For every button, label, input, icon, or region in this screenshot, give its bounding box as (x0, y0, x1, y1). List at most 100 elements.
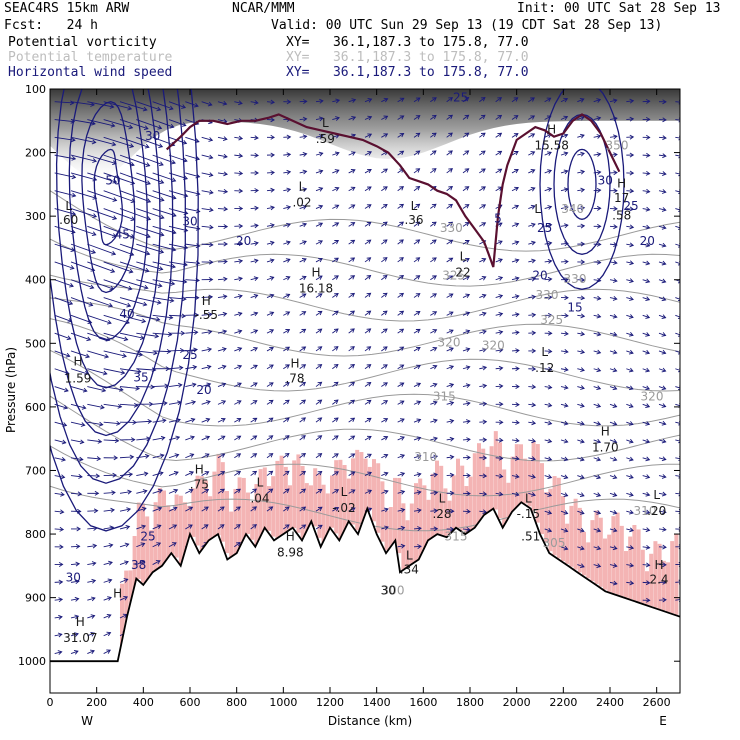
wind-vector (642, 278, 651, 284)
isentrope-label: 330 (440, 221, 463, 235)
wind-vector-head (530, 204, 536, 210)
wind-vector-head (89, 284, 95, 290)
wind-vector (577, 295, 586, 301)
wind-vector-shaft (560, 332, 569, 335)
wind-vector-head (400, 436, 405, 441)
wind-vector (397, 346, 405, 352)
x-tick-label: 400 (133, 696, 154, 709)
wind-vector (217, 329, 228, 335)
moisture-shading (367, 466, 372, 510)
wind-vector-head (399, 364, 405, 369)
wind-vector (283, 329, 291, 334)
wind-vector-shaft (479, 510, 487, 513)
wind-vector (348, 346, 355, 352)
moisture-shading (573, 498, 578, 570)
wind-vector (185, 417, 196, 423)
wind-vector-head (334, 507, 340, 512)
wind-vector-shaft (413, 168, 420, 174)
wind-vector-shaft (577, 152, 585, 156)
wind-vector (609, 116, 618, 122)
wind-vector (430, 257, 437, 263)
wind-vector-head (547, 294, 553, 300)
wind-vector (70, 596, 80, 602)
pv-extremum-label: .78 (285, 372, 304, 386)
wind-vector (103, 455, 119, 461)
wind-vector-head (645, 349, 651, 355)
wind-vector-shaft (364, 151, 372, 156)
wind-vector (283, 99, 292, 105)
wind-vector-head (415, 257, 421, 262)
wind-vector-head (285, 293, 291, 299)
wind-vector-head (82, 387, 88, 393)
wind-vector-shaft (315, 399, 322, 405)
wind-vector-head (530, 97, 535, 102)
wind-vector-shaft (560, 492, 568, 497)
wind-vector (234, 276, 243, 282)
wind-vector-shaft (430, 383, 437, 387)
wind-vector-head (81, 404, 87, 410)
wind-vector (348, 186, 356, 192)
wind-vector-shaft (250, 136, 259, 139)
wind-vector (283, 311, 291, 316)
wind-vector-head (90, 596, 96, 602)
wind-vector-head (168, 314, 174, 320)
wind-vector (381, 186, 388, 192)
wind-vector (201, 471, 210, 476)
wind-vector-shaft (348, 417, 355, 423)
wind-vector-head (318, 275, 323, 280)
wind-vector-shaft (119, 456, 134, 459)
wind-vector-shaft (217, 278, 227, 281)
moisture-shading (430, 473, 435, 539)
wind-vector (201, 101, 213, 107)
wind-vector (136, 314, 161, 322)
wind-vector (658, 171, 667, 177)
wind-vector-head (433, 454, 439, 460)
wind-vector-shaft (185, 489, 193, 494)
wind-vector (70, 456, 84, 462)
wind-vector-head (220, 417, 226, 423)
wind-vector (397, 150, 405, 156)
wind-vector-shaft (70, 386, 87, 392)
wind-vector-head (432, 293, 437, 298)
wind-vector-head (366, 274, 372, 280)
wind-vector-head (171, 212, 177, 218)
wind-vector-shaft (168, 489, 178, 494)
wind-vector-head (366, 364, 372, 369)
wind-vector (413, 382, 422, 388)
wind-vector-head (613, 188, 618, 194)
wind-vector-head (547, 527, 553, 533)
wind-vector-shaft (119, 225, 151, 238)
wind-vector (560, 277, 569, 283)
wind-vector (299, 134, 308, 140)
wind-vector (136, 190, 165, 202)
wind-vector (642, 544, 651, 550)
wind-vector-head (156, 542, 162, 547)
wind-vector (315, 328, 323, 334)
wind-vector-head (449, 508, 455, 514)
wind-vector-head (155, 316, 161, 322)
wind-vector-shaft (397, 454, 405, 459)
wind-vector-shaft (348, 399, 355, 405)
wind-vector-shaft (528, 475, 536, 478)
wind-vector (462, 311, 471, 317)
wind-vector (299, 452, 307, 459)
wind-vector-shaft (577, 314, 585, 317)
wind-vector-head (661, 349, 667, 355)
wind-vector-shaft (315, 328, 322, 334)
isotach-label: 20 (640, 234, 655, 248)
wind-vector-shaft (70, 350, 90, 358)
wind-vector-shaft (642, 261, 650, 265)
wind-vector (250, 135, 259, 141)
wind-vector (136, 401, 154, 407)
pv-extremum-label: L (65, 199, 72, 213)
wind-vector-shaft (577, 350, 585, 353)
wind-vector-shaft (609, 117, 617, 120)
wind-vector-head (629, 224, 635, 230)
wind-vector-head (285, 311, 291, 316)
wind-vector (642, 349, 651, 355)
wind-vector (234, 506, 241, 512)
wind-vector (54, 368, 70, 375)
x-axis-title: Distance (km) (328, 714, 412, 728)
wind-vector-shaft (675, 172, 680, 175)
wind-vector (462, 132, 470, 138)
